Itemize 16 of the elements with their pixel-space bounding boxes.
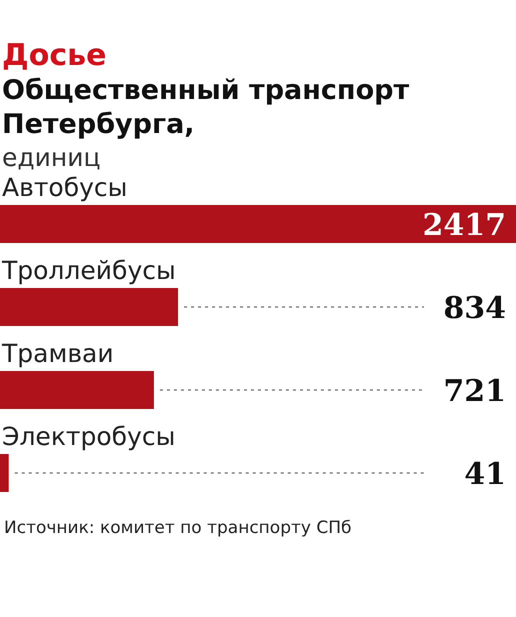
- bar: [0, 454, 9, 492]
- y-tick-label: Троллейбусы: [1, 256, 176, 285]
- y-tick-label: Автобусы: [2, 173, 128, 202]
- chart-title: Досье: [2, 38, 108, 74]
- data-label: 41: [464, 457, 506, 492]
- chart-subtitle: Общественный транспорт Петербурга,: [2, 74, 410, 142]
- x-axis-title: единиц: [2, 142, 102, 174]
- data-label: 2417: [422, 208, 506, 243]
- bar: [0, 288, 178, 326]
- bar: [0, 205, 516, 243]
- y-tick-label: Электробусы: [2, 422, 176, 451]
- y-tick-label: Трамваи: [1, 339, 114, 368]
- data-label: 834: [443, 291, 506, 326]
- bar: [0, 371, 154, 409]
- text: Источник: комитет по транспорту СПб: [3, 518, 352, 538]
- data-label: 721: [443, 374, 506, 409]
